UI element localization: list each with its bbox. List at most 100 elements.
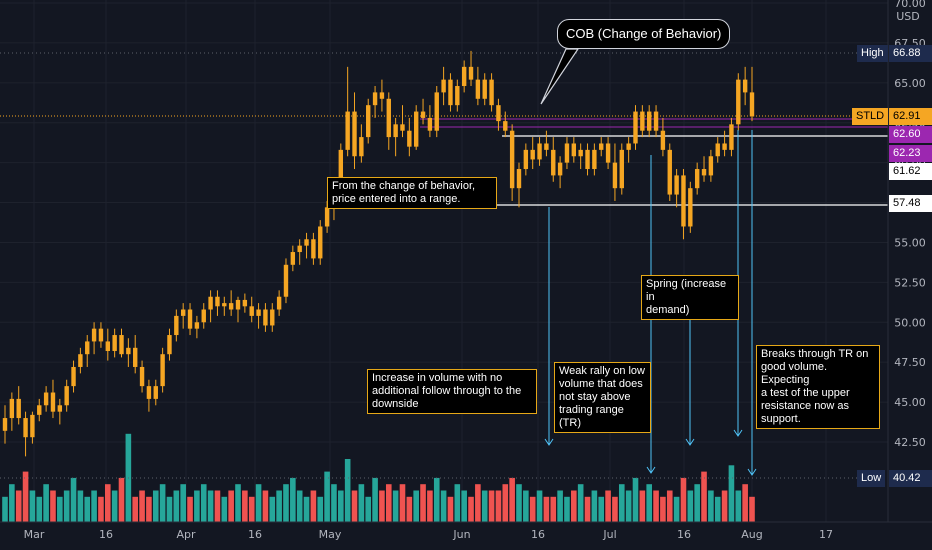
candle — [352, 92, 357, 170]
candle — [78, 347, 83, 374]
volume-bar — [714, 496, 721, 522]
volume-bar — [91, 490, 97, 522]
volume-bar — [447, 496, 454, 522]
spring-note-line: demand) — [646, 304, 690, 316]
candle — [98, 322, 104, 348]
candle — [420, 98, 426, 125]
volume-bar — [735, 490, 742, 522]
breaks-note-line: Breaks through TR on — [761, 348, 869, 360]
price-tick-label: 65.00 — [894, 77, 926, 90]
candle — [612, 143, 618, 201]
volume-bar — [543, 496, 550, 522]
volume-bar — [63, 490, 70, 522]
volume-bar — [2, 496, 8, 522]
annotation-arrow — [544, 207, 554, 446]
volume-bar — [625, 490, 632, 522]
volume-bar — [653, 490, 659, 522]
candle — [475, 66, 481, 106]
candle — [722, 130, 727, 157]
volume-bar — [351, 490, 358, 522]
volume-bar — [358, 484, 365, 522]
volume-bar — [454, 484, 461, 522]
weak-note-line: volume that does — [559, 378, 643, 390]
candle — [503, 111, 508, 138]
time-axis[interactable]: Mar 16 Apr 16 May Jun 16 Jul 16 Aug 17 — [24, 528, 833, 541]
range-note-line: price entered into a range. — [332, 193, 461, 205]
candle — [461, 60, 467, 93]
candle — [516, 162, 522, 208]
volume-bar — [694, 484, 700, 522]
volume-bar — [262, 490, 269, 522]
volume-bar — [440, 490, 447, 522]
candlesticks — [2, 50, 755, 457]
candle — [9, 392, 15, 431]
time-tick-label: 16 — [531, 528, 545, 541]
candle — [379, 79, 385, 112]
currency-label: USD — [896, 10, 920, 23]
time-tick-label: Jun — [452, 528, 470, 541]
price-tick-label: 47.50 — [894, 356, 926, 369]
breaks-note-line: good volume. Expecting — [761, 361, 828, 386]
candle — [605, 137, 611, 170]
volume-bar — [639, 490, 646, 522]
candle — [139, 360, 145, 393]
candle — [105, 328, 110, 361]
candle — [290, 245, 296, 272]
volume-bar — [680, 477, 687, 522]
volume-bar — [529, 496, 536, 522]
candle — [640, 105, 645, 138]
candle — [318, 220, 323, 265]
volume-bar — [303, 496, 310, 522]
volume-bar — [296, 490, 303, 522]
volume-bar — [433, 477, 440, 522]
candle — [242, 293, 248, 313]
candle — [742, 66, 748, 106]
candle — [434, 86, 439, 138]
candle — [345, 66, 350, 157]
annotation-arrow — [747, 130, 757, 476]
breaks-note-line: a test of the upper — [761, 387, 850, 399]
candle — [194, 315, 200, 339]
time-tick-label: Aug — [741, 528, 762, 541]
low-label-tag: Low — [857, 470, 886, 487]
price-tick-label: 70.00 — [894, 0, 926, 10]
candle — [23, 411, 28, 457]
volume-bar — [269, 496, 276, 522]
volume-bar — [550, 496, 557, 522]
volume-bar — [557, 490, 563, 522]
volume-bar — [598, 496, 605, 522]
volume-bar — [324, 471, 330, 522]
candle — [249, 296, 254, 323]
volume-bar — [571, 490, 577, 522]
candle — [304, 232, 309, 259]
high-label-text: High — [861, 47, 884, 59]
spring-note: Spring (increase in demand) — [641, 275, 739, 320]
volume-bar — [152, 490, 159, 522]
candle — [30, 411, 35, 444]
annotation-arrow — [685, 300, 695, 446]
candle — [571, 137, 577, 163]
time-tick-label: May — [319, 528, 342, 541]
volume-bar — [481, 490, 488, 522]
volume-bar — [646, 484, 653, 522]
candle — [674, 169, 679, 208]
volume-bar — [132, 496, 139, 522]
low-value-tag: 40.42 — [889, 470, 932, 487]
volume-bar — [591, 490, 598, 522]
price-tick-label: 55.00 — [894, 236, 926, 249]
volume-bar — [632, 477, 639, 522]
volume-bar — [523, 490, 529, 522]
volume-bar — [139, 490, 145, 522]
candle — [57, 398, 63, 425]
volume-bar — [50, 490, 56, 522]
volume-bar — [70, 477, 77, 522]
candle — [311, 232, 316, 265]
volume-bar — [399, 484, 406, 522]
candle — [400, 105, 405, 138]
volume-bar — [372, 477, 378, 522]
candle — [694, 162, 700, 195]
candle — [413, 105, 419, 150]
candle — [667, 143, 672, 201]
